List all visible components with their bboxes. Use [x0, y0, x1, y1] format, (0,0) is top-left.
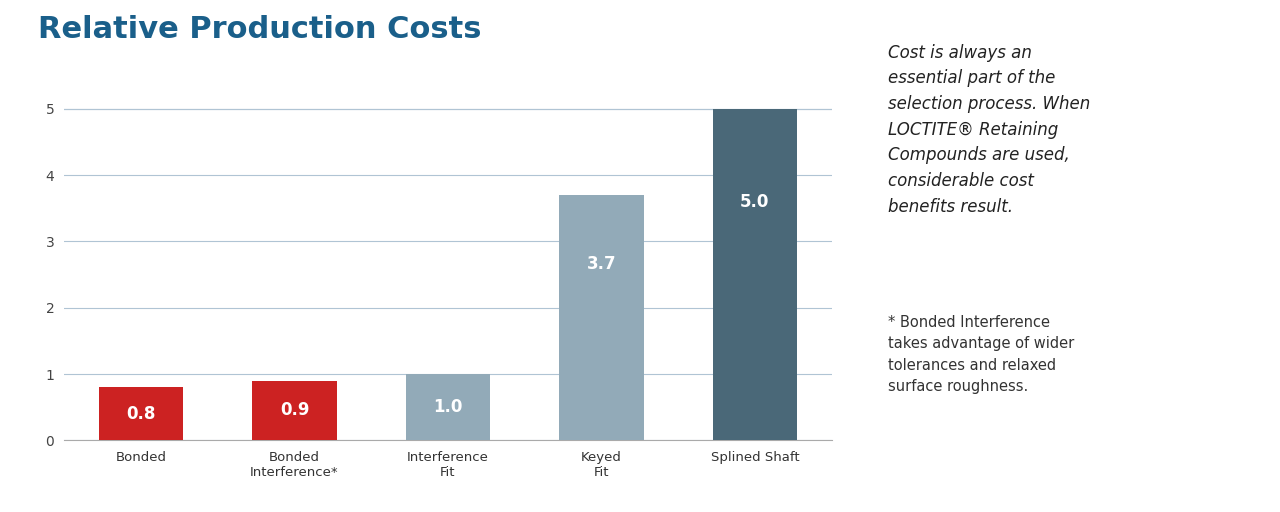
Bar [99, 387, 183, 440]
Text: 1.0: 1.0 [434, 398, 462, 416]
Text: 3.7: 3.7 [586, 254, 616, 273]
Bar [713, 109, 797, 440]
Text: 0.8: 0.8 [127, 405, 156, 423]
Text: Cost is always an
essential part of the
selection process. When
LOCTITE® Retaini: Cost is always an essential part of the … [888, 44, 1091, 216]
Bar [406, 374, 490, 440]
Text: 0.9: 0.9 [280, 401, 310, 419]
Bar [252, 380, 337, 440]
Text: * Bonded Interference
takes advantage of wider
tolerances and relaxed
surface ro: * Bonded Interference takes advantage of… [888, 314, 1075, 394]
Text: 5.0: 5.0 [740, 193, 769, 210]
Text: Relative Production Costs: Relative Production Costs [38, 15, 481, 45]
Bar [559, 195, 644, 440]
